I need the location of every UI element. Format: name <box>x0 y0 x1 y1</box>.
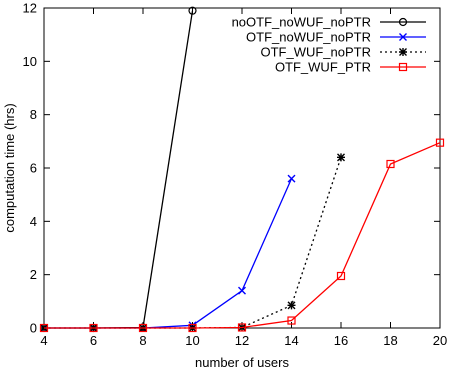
data-point <box>238 286 246 295</box>
x-tick-label: 12 <box>235 333 249 348</box>
series <box>40 153 345 332</box>
axis-ticks: 4 6 8 10 12 14 16 18 20 0 2 4 6 8 10 12 <box>23 1 448 349</box>
data-point <box>398 62 408 72</box>
x-tick-label: 4 <box>40 333 47 348</box>
x-tick-label: 14 <box>284 333 298 348</box>
series <box>39 138 445 333</box>
x-axis-title: number of users <box>195 355 289 370</box>
x-tick-label: 18 <box>383 333 397 348</box>
legend-label: OTF_WUF_PTR <box>275 60 371 75</box>
data-point <box>399 48 407 56</box>
y-tick-label: 4 <box>30 214 37 229</box>
x-tick-label: 8 <box>139 333 146 348</box>
legend-label: OTF_WUF_noPTR <box>260 45 371 60</box>
y-tick-label: 2 <box>30 267 37 282</box>
data-point <box>287 301 296 310</box>
series-layer <box>39 6 445 333</box>
legend-label: noOTF_noWUF_noPTR <box>232 15 371 30</box>
legend-entry: OTF_WUF_noPTR <box>260 45 426 60</box>
data-point <box>287 174 296 183</box>
series <box>40 174 296 332</box>
y-axis-title: computation time (hrs) <box>2 103 17 232</box>
series-line <box>44 178 293 329</box>
legend-label: OTF_noWUF_noPTR <box>246 30 371 45</box>
data-point <box>336 271 346 281</box>
plot-frame <box>43 7 441 329</box>
series-line <box>44 142 441 329</box>
data-point <box>398 17 408 27</box>
legend-entry: noOTF_noWUF_noPTR <box>232 15 426 30</box>
x-tick-label: 6 <box>90 333 97 348</box>
y-tick-label: 0 <box>30 321 37 336</box>
data-point <box>188 323 197 333</box>
data-point <box>188 6 197 15</box>
series-line <box>44 10 194 329</box>
y-tick-label: 10 <box>23 54 37 69</box>
x-tick-label: 16 <box>334 333 348 348</box>
data-point <box>386 159 395 169</box>
legend: noOTF_noWUF_noPTROTF_noWUF_noPTROTF_WUF_… <box>232 15 426 75</box>
data-point <box>337 153 345 162</box>
x-tick-label: 10 <box>185 333 199 348</box>
data-point <box>39 323 49 333</box>
data-point <box>237 323 247 332</box>
legend-entry: OTF_noWUF_noPTR <box>246 30 426 45</box>
legend-entry: OTF_WUF_PTR <box>275 60 426 75</box>
y-tick-label: 6 <box>30 161 37 176</box>
series-line <box>44 157 342 329</box>
data-point <box>435 138 445 147</box>
data-point <box>138 323 148 333</box>
y-tick-label: 8 <box>30 107 37 122</box>
series <box>39 6 197 333</box>
data-point <box>89 323 98 333</box>
y-tick-label: 12 <box>23 1 37 16</box>
data-point <box>399 33 407 41</box>
x-tick-label: 20 <box>433 333 447 348</box>
data-point <box>287 316 296 325</box>
